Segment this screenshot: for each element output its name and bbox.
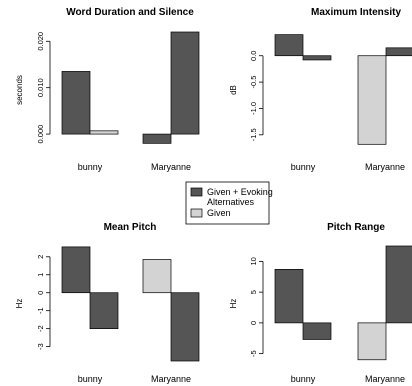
y-tick-label: 0.020 <box>36 32 45 51</box>
category-label: bunny <box>78 162 103 172</box>
bar-bunny-1 <box>61 246 91 294</box>
legend-label: Given + Evoking <box>207 187 273 197</box>
chart-title: Pitch Range <box>327 222 385 233</box>
category-label: bunny <box>291 374 316 384</box>
legend-swatch <box>190 187 203 197</box>
y-tick-label: 0 <box>249 321 258 325</box>
bar-bunny-2 <box>302 322 332 340</box>
bar-maryanne-2 <box>170 292 200 362</box>
category-label: Maryanne <box>151 162 191 172</box>
legend-swatch <box>190 208 203 218</box>
bar-bunny-1 <box>274 269 304 324</box>
y-axis-label: Hz <box>229 299 238 309</box>
y-tick-label: -1.5 <box>249 128 258 141</box>
bar-maryanne-1 <box>142 133 172 144</box>
y-tick-label: 0.010 <box>36 78 45 97</box>
y-tick-label: -1.0 <box>249 102 258 115</box>
bar-bunny-1 <box>61 71 91 135</box>
y-tick-label: 10 <box>249 257 258 265</box>
bar-maryanne-1 <box>357 55 387 145</box>
category-label: bunny <box>291 162 316 172</box>
chart-title: Mean Pitch <box>104 222 157 233</box>
bar-maryanne-2 <box>170 31 200 135</box>
y-tick-label: -0.5 <box>249 76 258 89</box>
chart-panel-1: Word Duration and Silence 0.000 0.010 0.020… <box>15 7 200 172</box>
bar-bunny-1 <box>274 34 304 57</box>
bar-maryanne-2 <box>385 47 412 57</box>
bar-bunny-2 <box>302 55 332 61</box>
y-tick-label: 0 <box>36 291 45 295</box>
y-axis-label: Hz <box>15 299 24 309</box>
category-label: Maryanne <box>365 162 405 172</box>
bar-maryanne-1 <box>142 259 172 294</box>
chart-title: Word Duration and Silence <box>66 7 194 18</box>
y-tick-label: 2 <box>36 255 45 259</box>
legend-label: Alternatives <box>207 197 255 207</box>
chart-panel-2: Maximum Intensity 0.0 -0.5 -1.0 -1.5 dB bunny M… <box>229 7 412 172</box>
y-tick-label: -2 <box>36 325 45 332</box>
bar-maryanne-1 <box>357 322 387 361</box>
chart-panel-3: Mean Pitch 2 1 0 -1 -2 -3 Hz bunny Maryanne <box>15 222 200 384</box>
bar-bunny-2 <box>89 130 119 135</box>
y-axis-label: dB <box>229 85 238 95</box>
bar-maryanne-2 <box>385 245 412 324</box>
category-label: Maryanne <box>151 374 191 384</box>
y-tick-label: 0.000 <box>36 125 45 144</box>
category-label: Maryanne <box>365 374 405 384</box>
legend-label: Given <box>207 208 231 218</box>
y-tick-label: 0.0 <box>249 51 258 61</box>
bar-bunny-2 <box>89 292 119 330</box>
y-tick-label: -3 <box>36 343 45 350</box>
chart-panel-4: Pitch Range 10 5 0 -5 Hz bunny Maryanne <box>229 222 412 384</box>
y-tick-label: -1 <box>36 307 45 314</box>
y-tick-label: 5 <box>249 290 258 294</box>
chart-title: Maximum Intensity <box>311 7 401 18</box>
y-axis-label: seconds <box>15 75 24 105</box>
category-label: bunny <box>78 374 103 384</box>
y-tick-label: -5 <box>249 350 258 357</box>
y-tick-label: 1 <box>36 273 45 277</box>
